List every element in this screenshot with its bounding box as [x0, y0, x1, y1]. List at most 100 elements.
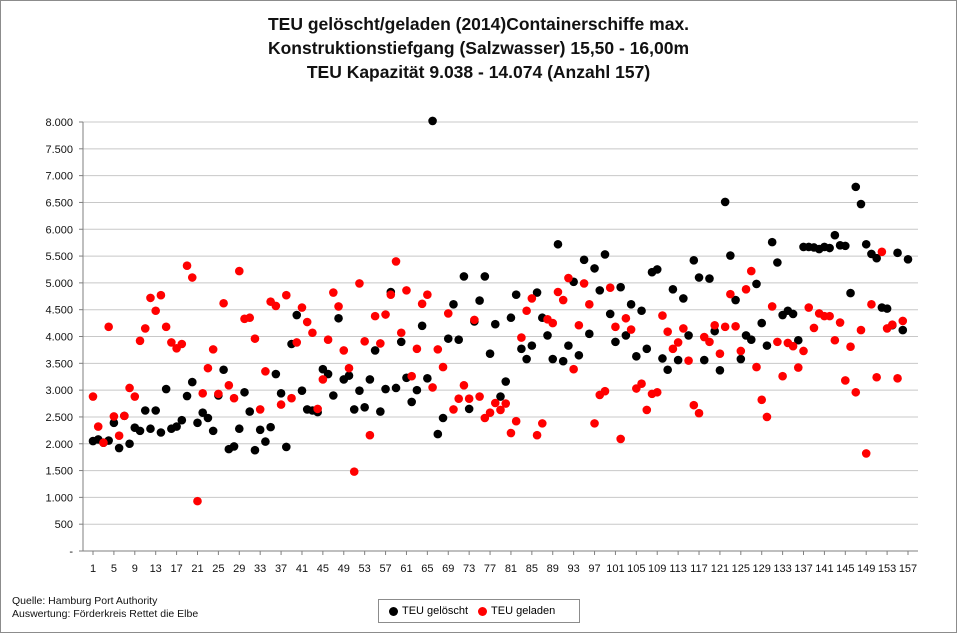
- point-teu-geladen: [611, 322, 620, 332]
- source-line-2: Auswertung: Förderkreis Rettet die Elbe: [12, 608, 199, 620]
- point-teu-geloescht: [694, 273, 704, 282]
- point-teu-geladen: [658, 311, 667, 320]
- point-teu-geladen: [282, 290, 291, 300]
- point-teu-geloescht: [585, 329, 594, 339]
- point-teu-geladen: [705, 337, 714, 347]
- point-teu-geladen: [146, 293, 155, 303]
- point-teu-geladen: [752, 362, 761, 372]
- x-tick-label: 13: [150, 563, 162, 575]
- point-teu-geladen: [867, 300, 876, 309]
- point-teu-geladen: [527, 294, 537, 303]
- point-teu-geladen: [694, 408, 704, 418]
- x-tick-label: 17: [170, 563, 182, 575]
- point-teu-geladen: [334, 302, 343, 311]
- point-teu-geloescht: [266, 422, 275, 432]
- point-teu-geloescht: [433, 429, 443, 439]
- y-tick-label: 4.000: [45, 332, 73, 344]
- x-tick-label: 29: [233, 563, 245, 575]
- point-teu-geladen: [349, 467, 359, 476]
- point-teu-geloescht: [632, 352, 641, 361]
- point-teu-geladen: [255, 405, 265, 414]
- x-tick-label: 9: [132, 563, 138, 575]
- legend-label-1: TEU gelöscht: [402, 605, 469, 617]
- x-tick-label: 81: [505, 563, 517, 575]
- point-teu-geladen: [877, 247, 887, 257]
- point-teu-geloescht: [114, 443, 124, 453]
- title-line-1: TEU gelöscht/geladen (2014)Containerschi…: [267, 14, 690, 34]
- point-teu-geladen: [616, 434, 625, 444]
- point-teu-geladen: [292, 338, 302, 347]
- x-tick-label: 141: [815, 563, 833, 575]
- point-teu-geladen: [234, 266, 244, 276]
- point-teu-geloescht: [736, 354, 746, 364]
- point-teu-geladen: [219, 298, 228, 308]
- point-teu-geloescht: [532, 288, 542, 297]
- point-teu-geladen: [558, 295, 568, 305]
- point-teu-geladen: [417, 299, 427, 309]
- point-teu-geloescht: [187, 377, 197, 387]
- point-teu-geladen: [637, 379, 646, 388]
- point-teu-geloescht: [679, 294, 688, 303]
- point-teu-geladen: [318, 375, 328, 384]
- point-teu-geladen: [522, 306, 531, 316]
- point-teu-geloescht: [882, 304, 892, 313]
- point-teu-geloescht: [511, 290, 521, 299]
- point-teu-geloescht: [135, 426, 145, 436]
- point-teu-geladen: [485, 408, 495, 417]
- point-teu-geloescht: [705, 274, 714, 283]
- point-teu-geloescht: [658, 354, 667, 363]
- point-teu-geloescht: [841, 241, 850, 251]
- point-teu-geladen: [590, 419, 599, 428]
- point-teu-geladen: [355, 279, 364, 288]
- point-teu-geladen: [496, 405, 505, 415]
- point-teu-geladen: [308, 328, 317, 338]
- point-teu-geloescht: [616, 282, 625, 292]
- point-teu-geladen: [360, 337, 369, 346]
- point-teu-geladen: [433, 345, 443, 354]
- x-tick-label: 105: [627, 563, 645, 575]
- point-teu-geloescht: [172, 422, 181, 431]
- point-teu-geladen: [537, 419, 547, 428]
- point-teu-geloescht: [329, 391, 338, 400]
- point-teu-geloescht: [282, 442, 291, 452]
- point-teu-geladen: [109, 412, 119, 421]
- title-line-2: Konstruktionstiefgang (Salzwasser) 15,50…: [267, 38, 690, 58]
- point-teu-geloescht: [370, 346, 380, 355]
- y-tick-label: 8.000: [45, 117, 73, 129]
- point-teu-geloescht: [684, 331, 693, 340]
- point-teu-geladen: [297, 303, 307, 312]
- gridlines: [83, 121, 918, 525]
- point-teu-geladen: [851, 387, 861, 397]
- point-teu-geladen: [642, 405, 652, 415]
- x-tick-label: 73: [463, 563, 475, 575]
- legend-item-2: TEU geladen: [478, 605, 555, 617]
- point-teu-geladen: [302, 317, 312, 327]
- point-teu-geladen: [412, 344, 422, 354]
- y-tick-label: 2.000: [45, 439, 73, 451]
- point-teu-geloescht: [428, 116, 437, 126]
- point-teu-geloescht: [861, 239, 871, 249]
- point-teu-geladen: [710, 320, 719, 330]
- point-teu-geloescht: [376, 407, 385, 416]
- point-teu-geladen: [313, 404, 322, 414]
- x-tick-label: 157: [899, 563, 917, 575]
- point-teu-geloescht: [198, 408, 208, 417]
- point-teu-geladen: [198, 389, 208, 398]
- x-tick-label: 121: [711, 563, 729, 575]
- point-teu-geladen: [386, 290, 396, 299]
- point-teu-geloescht: [673, 355, 683, 365]
- point-teu-geladen: [88, 392, 98, 401]
- point-teu-geladen: [506, 428, 516, 438]
- point-teu-geloescht: [276, 389, 286, 398]
- chart-title: TEU gelöscht/geladen (2014)Containerschi…: [0, 12, 957, 84]
- point-teu-geladen: [501, 399, 511, 408]
- x-tick-label: 61: [400, 563, 412, 575]
- point-teu-geladen: [621, 313, 631, 323]
- point-teu-geloescht: [517, 344, 526, 354]
- x-tick-label: 21: [191, 563, 203, 575]
- x-tick-label: 117: [690, 563, 708, 575]
- point-teu-geladen: [517, 333, 526, 342]
- point-teu-geloescht: [731, 295, 740, 305]
- point-teu-geloescht: [496, 392, 505, 401]
